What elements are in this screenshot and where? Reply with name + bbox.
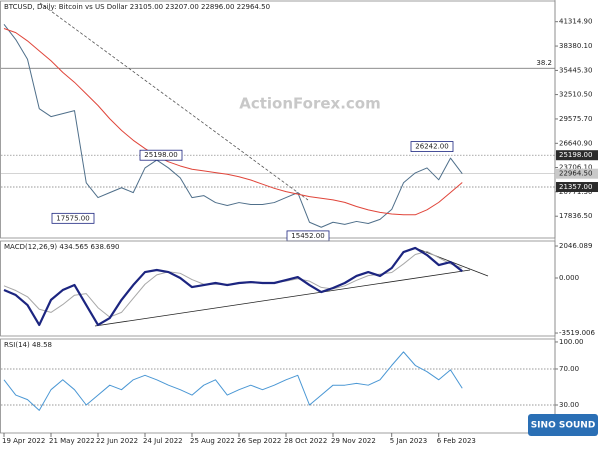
x-tick-label: 19 Apr 2022 xyxy=(2,437,45,445)
y-tick-label: 23706.10 xyxy=(559,164,592,172)
y-tick-label: 35445.30 xyxy=(559,66,592,74)
x-tick-label: 28 Oct 2022 xyxy=(284,437,327,445)
annotation-label: 17575.00 xyxy=(56,214,89,222)
x-tick-label: 21 May 2022 xyxy=(49,437,95,445)
y-tick-label: 38380.10 xyxy=(559,42,592,50)
x-tick-label: 22 Jun 2022 xyxy=(96,437,138,445)
annotation-box xyxy=(410,141,454,152)
y-tick-label: 41314.90 xyxy=(559,18,592,26)
annotation-label: 26242.00 xyxy=(415,143,448,151)
x-tick-label: 6 Feb 2023 xyxy=(437,437,476,445)
x-tick-label: 25 Aug 2022 xyxy=(190,437,235,445)
watermark: ActionForex.com xyxy=(239,95,381,113)
y-tick-label: 100.00 xyxy=(559,338,584,346)
annotation-box xyxy=(139,149,183,161)
series-line xyxy=(3,246,463,327)
series-line xyxy=(3,351,463,411)
logo: SINO SOUND xyxy=(528,414,598,436)
y-tick-label: 26640.90 xyxy=(559,139,592,147)
series-line xyxy=(3,28,463,216)
y-tick-label: 17836.50 xyxy=(559,212,592,220)
y-tick-label: 30.00 xyxy=(559,401,579,409)
panel-title: RSI(14) 48.58 xyxy=(4,341,52,349)
annotation-label: 15452.00 xyxy=(291,232,324,240)
level-badge xyxy=(556,182,598,193)
y-tick-label: 0.000 xyxy=(559,274,579,282)
y-tick-label: 29575.70 xyxy=(559,115,592,123)
trendline xyxy=(94,269,471,327)
last-price-label: 22964.50 xyxy=(559,170,592,178)
y-tick-label: 32510.50 xyxy=(559,91,592,99)
x-tick-label: 5 Jan 2023 xyxy=(390,437,428,445)
level-label: 38.2 xyxy=(536,59,552,67)
level-label: 21357.00 xyxy=(559,183,592,191)
trendline xyxy=(39,2,309,201)
x-tick-label: 24 Jul 2022 xyxy=(143,437,183,445)
series-line xyxy=(3,24,463,228)
trendline xyxy=(417,248,489,277)
annotation-label: 25198.00 xyxy=(144,151,177,159)
annotation-box xyxy=(51,212,95,224)
panel-title: BTCUSD, Daily: Bitcoin vs US Dollar 2310… xyxy=(4,3,270,11)
x-tick-label: 29 Nov 2022 xyxy=(331,437,376,445)
logo-text: SINO SOUND xyxy=(531,421,596,431)
y-tick-label: 70.00 xyxy=(559,365,579,373)
logo-badge xyxy=(528,414,598,436)
level-badge xyxy=(556,150,598,161)
panel-title: MACD(12,26,9) 434.565 638.690 xyxy=(4,243,120,251)
x-tick-label: 26 Sep 2022 xyxy=(237,437,281,445)
last-price-badge xyxy=(556,168,598,179)
y-tick-label: 2046.089 xyxy=(559,242,592,250)
y-tick-label: -3519.006 xyxy=(559,329,595,337)
level-label: 25198.00 xyxy=(559,151,592,159)
